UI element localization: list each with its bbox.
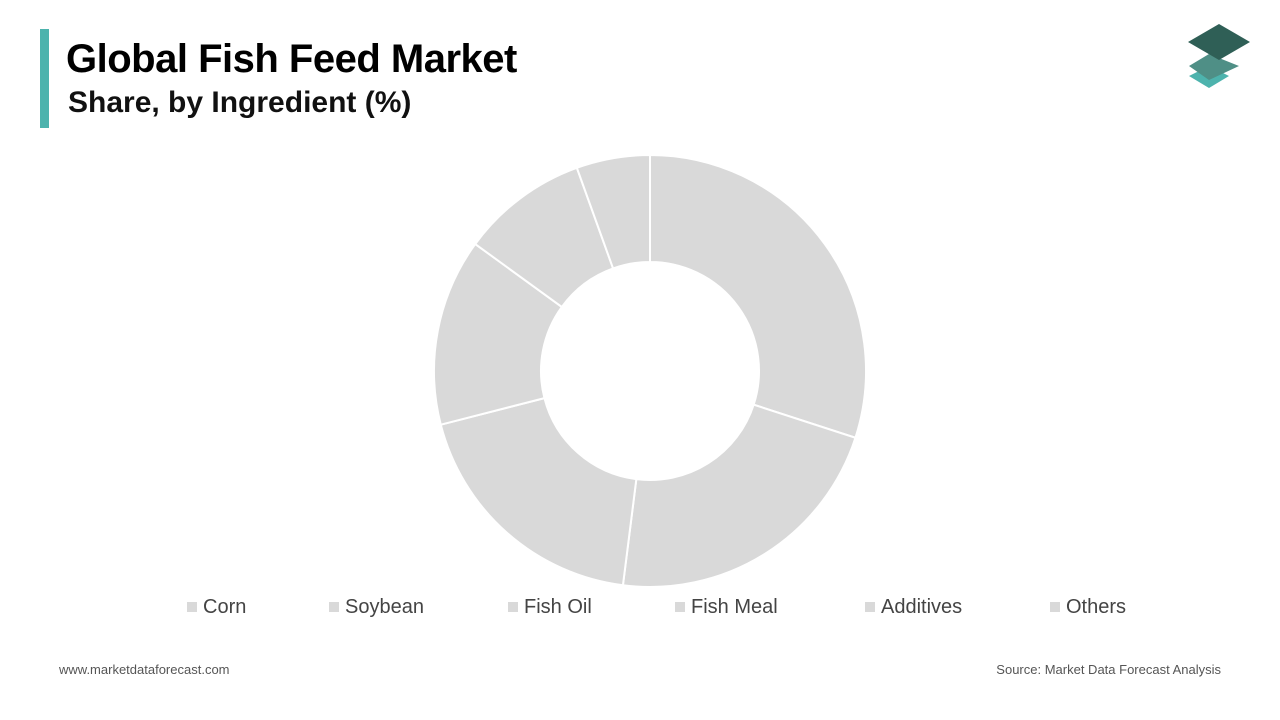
legend-item-fish-oil: Fish Oil	[508, 592, 592, 622]
donut-slice-others	[575, 153, 651, 270]
donut-slices	[433, 153, 867, 588]
page-title: Global Fish Feed Market	[66, 37, 517, 81]
donut-slice-corn	[649, 153, 867, 440]
footer-website[interactable]: www.marketdataforecast.com	[59, 662, 230, 677]
legend-swatch-fish-oil	[508, 602, 518, 612]
legend-swatch-others	[1050, 602, 1060, 612]
legend-item-additives: Additives	[865, 592, 962, 622]
legend-swatch-additives	[865, 602, 875, 612]
legend-item-corn: Corn	[187, 592, 246, 622]
title-accent-bar	[40, 29, 49, 128]
legend-label-others: Others	[1066, 596, 1127, 618]
page-subtitle: Share, by Ingredient (%)	[68, 86, 412, 119]
legend-label-fish-oil: Fish Oil	[524, 596, 592, 618]
legend-swatch-fish-meal	[675, 602, 685, 612]
legend-swatch-corn	[187, 602, 197, 612]
legend-item-others: Others	[1050, 592, 1126, 622]
legend-swatch-soybean	[329, 602, 339, 612]
legend-label-fish-meal: Fish Meal	[691, 596, 778, 618]
chart-legend: Corn Soybean Fish Oil Fish Meal Additive…	[160, 592, 1160, 622]
layers-logo-icon	[1188, 24, 1250, 88]
logo-middle-layer	[1189, 54, 1239, 80]
footer-source: Source: Market Data Forecast Analysis	[996, 662, 1221, 677]
legend-item-fish-meal: Fish Meal	[675, 592, 778, 622]
donut-slice-fish-oil	[439, 396, 638, 587]
donut-slice-soybean	[621, 403, 857, 588]
logo-top-layer	[1188, 24, 1250, 60]
legend-item-soybean: Soybean	[329, 592, 424, 622]
legend-label-corn: Corn	[203, 596, 247, 618]
legend-label-additives: Additives	[881, 596, 963, 618]
legend-label-soybean: Soybean	[345, 596, 424, 618]
